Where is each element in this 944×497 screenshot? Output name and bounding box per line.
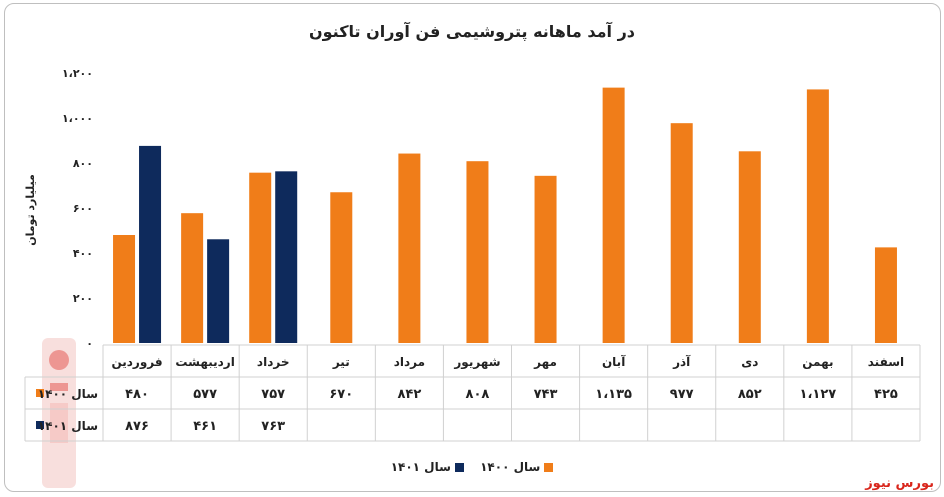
data-label: ۹۷۷ [670, 387, 694, 402]
table-row-swatch [36, 421, 44, 429]
chart-legend: سال ۱۴۰۰ سال ۱۴۰۱ [0, 460, 944, 475]
y-tick-label: ۶۰۰ [73, 202, 93, 215]
table-row-header: سال ۱۴۰۱ [38, 419, 98, 433]
y-tick-label: ۱،۲۰۰ [62, 67, 93, 80]
bar-1401 [207, 239, 230, 343]
bar-1400 [738, 151, 761, 343]
table-row-swatch [36, 389, 44, 397]
data-label: ۸۰۸ [466, 387, 490, 402]
data-label: ۸۵۲ [738, 387, 762, 402]
legend-label-1400: سال ۱۴۰۰ [480, 460, 541, 474]
category-label: بهمن [802, 355, 833, 369]
legend-item-1400: سال ۱۴۰۰ [480, 460, 554, 474]
bar-1400 [806, 89, 829, 343]
chart-title: در آمد ماهانه پتروشیمی فن آوران تاکنون [308, 22, 635, 41]
y-tick-label: ۸۰۰ [73, 157, 93, 170]
category-label: اردیبهشت [175, 355, 234, 369]
data-label: ۴۶۱ [193, 419, 217, 434]
y-tick-label: ۴۰۰ [73, 247, 93, 260]
bar-1400 [670, 123, 693, 343]
data-label: ۸۴۲ [397, 387, 421, 402]
bar-1400 [874, 247, 897, 343]
bar-1400 [534, 175, 557, 343]
data-label: ۷۶۳ [261, 419, 285, 434]
category-label: مرداد [394, 355, 425, 369]
bar-1400 [181, 213, 204, 343]
data-label: ۷۴۳ [534, 387, 558, 402]
data-label: ۸۷۶ [125, 419, 149, 434]
data-label: ۱،۱۲۷ [800, 387, 837, 402]
bar-1401 [275, 171, 298, 343]
category-label: آبان [602, 354, 626, 369]
legend-label-1401: سال ۱۴۰۱ [390, 460, 451, 474]
y-tick-label: ۱،۰۰۰ [62, 112, 93, 125]
y-axis-title: میلیارد تومان [24, 174, 37, 246]
bar-1400 [113, 235, 136, 343]
table-row-header: سال ۱۴۰۰ [38, 387, 98, 401]
category-label: خرداد [257, 355, 290, 369]
data-label: ۱،۱۳۵ [595, 387, 632, 402]
bar-1400 [330, 192, 353, 343]
category-label: دی [741, 355, 758, 369]
data-label: ۷۵۷ [261, 387, 285, 402]
data-label: ۴۲۵ [874, 387, 898, 402]
brand-watermark: بورس نیوز [865, 476, 934, 491]
legend-item-1401: سال ۱۴۰۱ [391, 460, 464, 474]
category-label: مهر [533, 355, 557, 369]
watermark-logo [42, 338, 76, 488]
y-tick-label: ۲۰۰ [73, 292, 93, 305]
bar-1400 [602, 87, 625, 343]
legend-swatch-1400 [544, 462, 554, 472]
bar-1400 [249, 172, 272, 343]
category-label: فروردین [111, 355, 162, 370]
category-label: شهریور [453, 355, 500, 370]
bar-1401 [139, 145, 162, 343]
data-label: ۵۷۷ [193, 387, 217, 402]
category-label: آذر [672, 354, 691, 369]
category-label: اسفند [868, 355, 904, 369]
bar-1400 [466, 161, 489, 343]
legend-swatch-1401 [454, 462, 464, 472]
data-label: ۶۷۰ [329, 387, 353, 402]
y-tick-label: ۰ [86, 337, 93, 350]
data-label: ۴۸۰ [125, 387, 149, 402]
category-label: تیر [332, 355, 350, 369]
bar-1400 [398, 153, 421, 343]
